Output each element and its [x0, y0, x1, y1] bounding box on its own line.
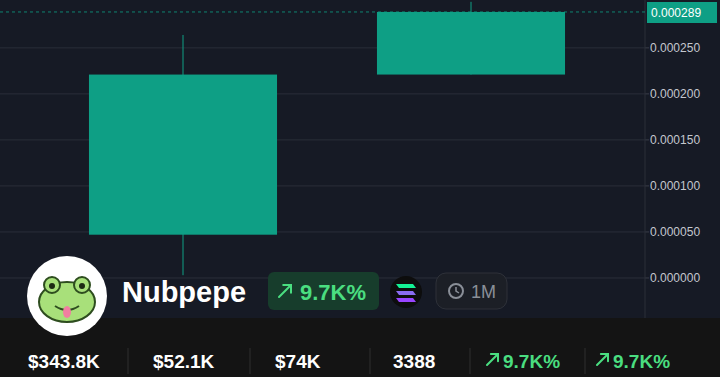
- stat-value: $343.8K: [28, 351, 100, 372]
- candle-body-up: [89, 75, 277, 235]
- stat-separator: [370, 348, 371, 374]
- price-label: 0.000289: [651, 6, 701, 20]
- stat-change: 9.7K%: [613, 351, 670, 372]
- tick-label: 0.000000: [650, 271, 700, 285]
- stat-separator: [585, 348, 586, 374]
- logo-bg: [27, 256, 107, 336]
- background: [0, 0, 720, 377]
- stat-value: $74K: [275, 351, 321, 372]
- logo-frog: [39, 277, 95, 322]
- stat-separator: [250, 348, 251, 374]
- circle: [74, 277, 90, 293]
- tick-mark: [645, 231, 649, 232]
- stats-bar: [0, 318, 720, 377]
- tick-label: 0.000050: [650, 225, 700, 239]
- clock-icon: [449, 284, 463, 298]
- token-name: Nubpepe: [122, 276, 246, 308]
- price-label-box: [647, 2, 717, 23]
- stat-separator: [470, 348, 471, 374]
- circle: [49, 283, 55, 289]
- tick-mark: [645, 47, 649, 48]
- y-axis-line: [645, 0, 646, 318]
- tick-label: 0.000200: [650, 87, 700, 101]
- arrow-icon: [487, 354, 498, 365]
- change-badge: [268, 272, 379, 310]
- candle-body-up: [377, 12, 565, 75]
- tick-mark: [645, 185, 649, 186]
- timeframe-text: 1M: [471, 282, 496, 302]
- tick-label: 0.000250: [650, 41, 700, 55]
- arrow-icon: [597, 354, 608, 365]
- circle: [44, 277, 60, 293]
- clock-hands: [456, 287, 459, 293]
- timeframe-pill: [436, 273, 507, 309]
- ellipse: [63, 306, 71, 318]
- chain-icon-bar: [396, 284, 416, 288]
- page: 0.000000 0.000050 0.000100 0.000150 0.000200…: [0, 0, 720, 377]
- circle: [79, 283, 85, 289]
- stat-change: 9.7K%: [503, 351, 560, 372]
- tick-label: 0.000150: [650, 133, 700, 147]
- chain-icon-bar: [396, 291, 416, 295]
- stat-separator: [128, 348, 129, 374]
- arrow-icon: [279, 285, 291, 297]
- tick-mark: [645, 93, 649, 94]
- tick-mark: [645, 277, 649, 278]
- candles: [89, 2, 565, 275]
- chain-icon: [390, 276, 422, 308]
- stat-value: 3388: [393, 351, 435, 372]
- change-text: 9.7K%: [300, 280, 366, 305]
- chain-icon-bar: [396, 298, 416, 302]
- tick-mark: [645, 139, 649, 140]
- stat-value: $52.1K: [153, 351, 215, 372]
- tick-label: 0.000100: [650, 179, 700, 193]
